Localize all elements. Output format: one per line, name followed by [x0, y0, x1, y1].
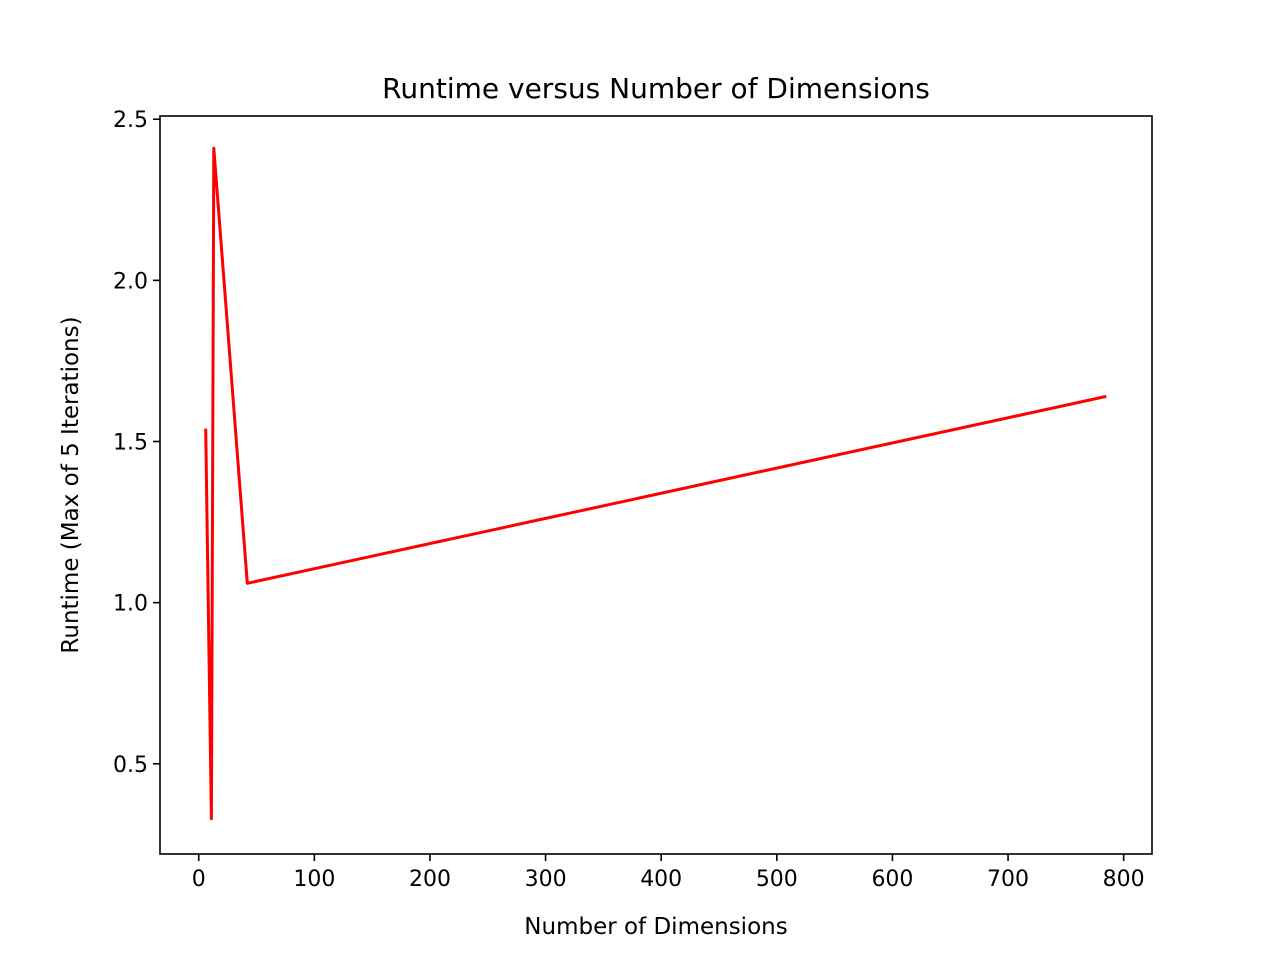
- x-tick-label: 800: [1103, 867, 1145, 892]
- chart-title: Runtime versus Number of Dimensions: [382, 72, 930, 105]
- y-tick-label: 2.5: [113, 108, 148, 133]
- axis-ticks: 0 100 200 300 400 500 600 700 800 0.5 1.0 1.5 2.0 2.5: [113, 108, 1145, 892]
- x-tick-label: 400: [640, 867, 682, 892]
- y-tick-label: 2.0: [113, 269, 148, 294]
- x-tick-label: 100: [293, 867, 335, 892]
- x-axis-title: Number of Dimensions: [524, 914, 787, 940]
- series-line-0: [204, 146, 1107, 821]
- x-tick-label: 200: [409, 867, 451, 892]
- x-tick-label: 500: [756, 867, 798, 892]
- y-tick-label: 1.5: [113, 430, 148, 455]
- y-axis-title: Runtime (Max of 5 Iterations): [58, 316, 84, 653]
- x-tick-label: 700: [987, 867, 1029, 892]
- axes-frame: [159, 115, 1153, 855]
- y-tick-label: 1.0: [113, 592, 148, 617]
- x-tick-label: 300: [525, 867, 567, 892]
- x-tick-label: 0: [192, 867, 206, 892]
- y-tick-label: 0.5: [113, 753, 148, 778]
- plot-area: [204, 146, 1107, 821]
- x-tick-label: 600: [871, 867, 913, 892]
